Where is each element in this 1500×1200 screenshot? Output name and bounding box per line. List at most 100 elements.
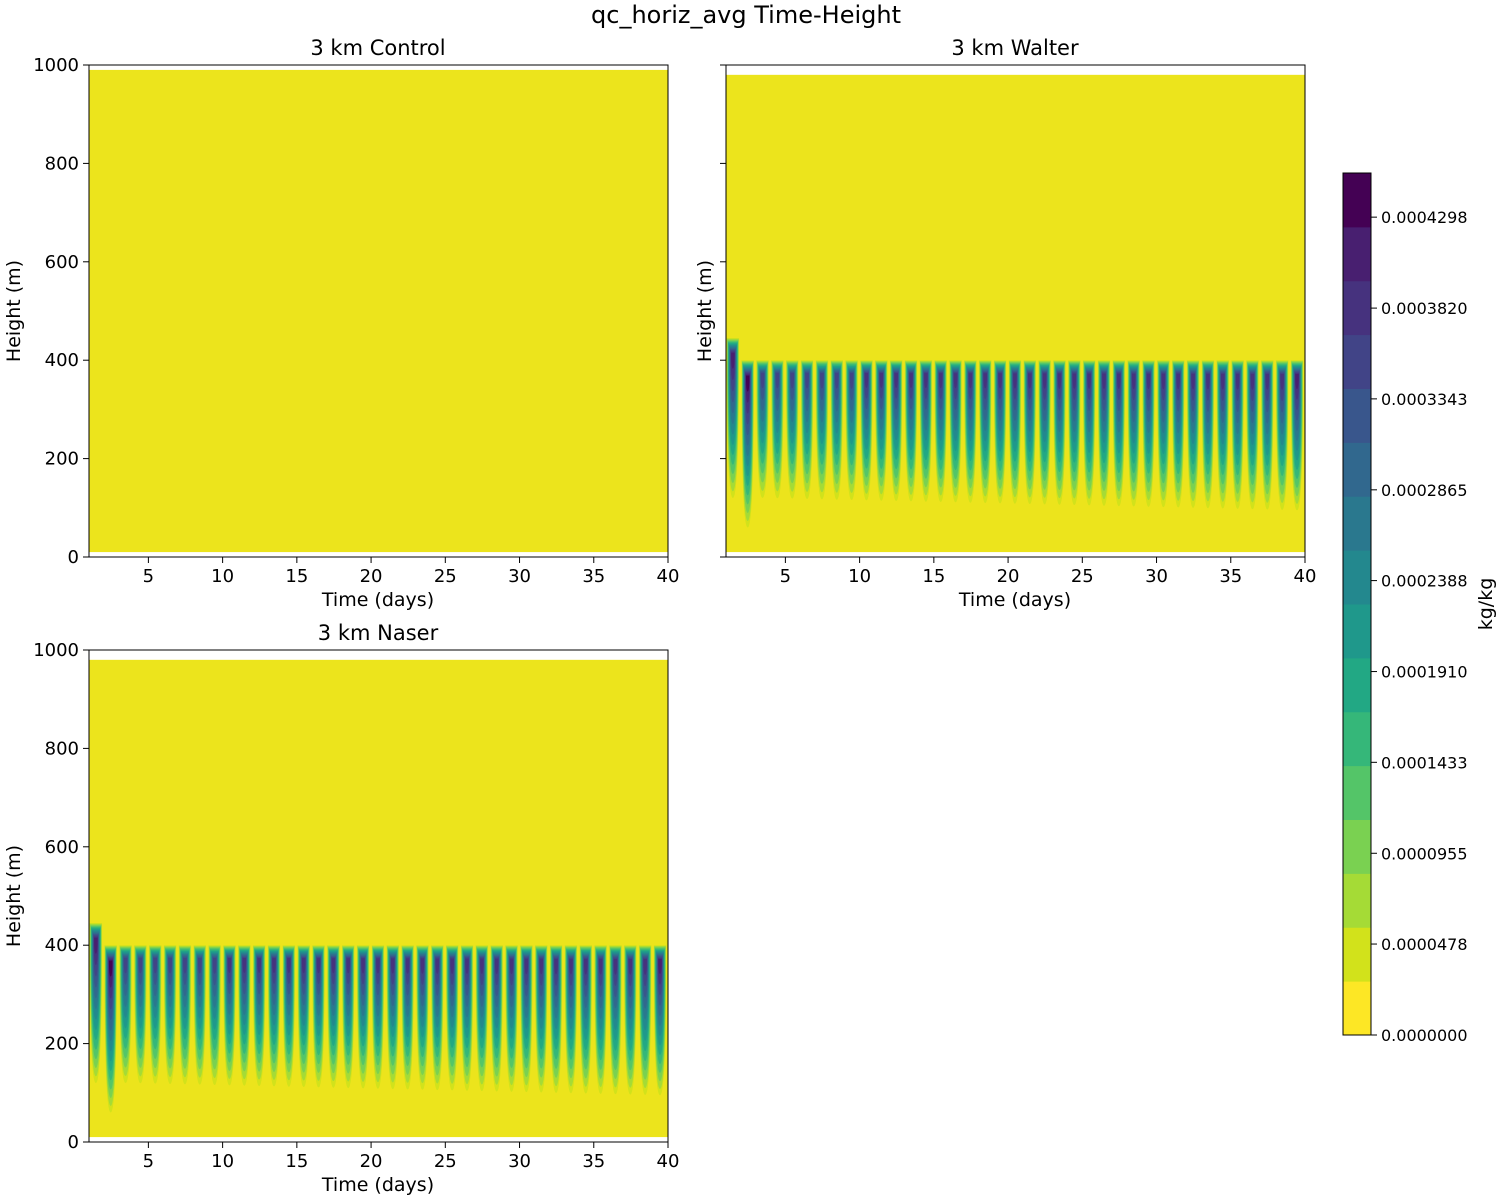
colorbar-level-3 — [1343, 819, 1371, 874]
cloud-contour-level-6 — [77, 906, 86, 1014]
cloud-lobe-day-22 — [386, 945, 400, 1090]
cloud-contour-level-13 — [1087, 373, 1091, 389]
panel-naser-title: 3 km Naser — [318, 621, 439, 645]
cloud-lobe-day-8 — [815, 360, 829, 500]
cloud-contour-level-12 — [212, 957, 217, 974]
colorbar-levels — [1343, 173, 1371, 1036]
cloud-contour-level-13 — [435, 958, 440, 974]
cloud-contour-level-13 — [998, 373, 1002, 389]
cloud-lobe-day-9 — [193, 945, 207, 1085]
colorbar-tick-label: 0.0000000 — [1381, 1026, 1468, 1045]
cloud-contour-level-13 — [287, 958, 291, 974]
panel-naser: 3 km Naser 5 10 15 20 25 30 35 4002004006008001… — [3, 621, 679, 1196]
cloud-lobe-day-4 — [119, 945, 132, 1083]
cloud-lobe-day-14 — [904, 360, 918, 502]
cloud-contour-level-13 — [450, 958, 454, 974]
walter-axes-frame — [725, 64, 1306, 558]
cloud-contour-level-13 — [331, 958, 336, 974]
cloud-contour-level-13 — [257, 958, 261, 973]
cloud-contour-level-13 — [1042, 373, 1047, 389]
cloud-lobe-day-35 — [1216, 360, 1230, 509]
cloud-lobe-day-27 — [460, 945, 474, 1091]
control-xtick-label: 40 — [657, 566, 680, 587]
cloud-lobe-day-4 — [756, 360, 769, 498]
naser-ytick-label: 600 — [45, 837, 79, 858]
figure-title: qc_horiz_avg Time-Height — [591, 1, 901, 29]
cloud-contour-level-13 — [879, 373, 884, 388]
cloud-contour-level-13 — [227, 958, 232, 973]
cloud-lobe-day-7 — [800, 360, 814, 499]
walter-cloud-layer — [716, 329, 1304, 528]
colorbar-level-2 — [1343, 873, 1371, 928]
cloud-lobe-day-12 — [875, 360, 888, 501]
cloud-lobe-day-22 — [1023, 360, 1037, 505]
cloud-contour-level-13 — [301, 958, 306, 974]
cloud-lobe-day-23 — [401, 945, 414, 1090]
cloud-contour-level-13 — [494, 958, 499, 975]
panel-control-xlabel: Time (days) — [321, 589, 434, 611]
cloud-contour-level-12 — [760, 372, 765, 389]
panel-walter-plot-area: 5 10 15 20 25 30 35 40 — [716, 64, 1316, 587]
cloud-lobe-day-26 — [1082, 360, 1096, 506]
cloud-lobe-day-7 — [163, 945, 177, 1084]
control-axes-frame — [88, 64, 669, 558]
cloud-lobe-day-40 — [1290, 360, 1304, 511]
cloud-lobe-day-36 — [1231, 360, 1244, 509]
cloud-contour-level-13 — [716, 329, 720, 357]
cloud-contour-level-12 — [805, 372, 809, 389]
cloud-lobe-day-11 — [223, 945, 236, 1086]
cloud-contour-level-13 — [465, 958, 469, 974]
cloud-contour-level-13 — [1191, 373, 1195, 390]
control-ytick-label: 1000 — [33, 55, 79, 76]
cloud-lobe-day-5 — [134, 945, 147, 1084]
colorbar-tick-label: 0.0003343 — [1381, 390, 1468, 409]
colorbar-level-8 — [1343, 550, 1371, 605]
colorbar-level-14 — [1343, 226, 1371, 282]
panel-control: 3 km Control 5 10 15 20 25 30 35 40020040060080… — [3, 36, 679, 611]
colorbar-tick-label: 0.0001910 — [1381, 663, 1468, 682]
colorbar-tick-label: 0.0004298 — [1381, 208, 1468, 227]
cloud-lobe-day-25 — [1068, 360, 1081, 506]
cloud-contour-level-13 — [509, 958, 514, 975]
cloud-contour-level-15 — [745, 375, 750, 392]
cloud-contour-level-12 — [834, 372, 839, 389]
cloud-lobe-day-33 — [549, 945, 563, 1093]
cloud-contour-level-13 — [405, 958, 410, 974]
control-ytick-label: 200 — [45, 449, 79, 470]
cloud-contour-level-12 — [183, 957, 187, 974]
cloud-contour-level-13 — [924, 373, 928, 389]
naser-xtick-label: 30 — [508, 1151, 531, 1172]
cloud-lobe-day-39 — [1275, 360, 1289, 510]
cloud-contour-level-13 — [376, 958, 380, 974]
cloud-contour-level-13 — [1117, 373, 1121, 390]
colorbar-level-4 — [1343, 765, 1371, 820]
cloud-lobe-day-40 — [653, 945, 667, 1096]
cloud-contour-level-13 — [1013, 373, 1017, 389]
naser-ytick-label: 0 — [68, 1132, 79, 1153]
cloud-contour-level-13 — [584, 958, 588, 975]
cloud-contour-level-13 — [539, 958, 543, 975]
cloud-contour-level-13 — [1206, 373, 1210, 390]
cloud-lobe-day-23 — [1038, 360, 1051, 505]
cloud-contour-level-13 — [1221, 373, 1225, 390]
cloud-lobe-day-16 — [934, 360, 947, 503]
cloud-contour-level-12 — [820, 372, 824, 389]
control-xtick-label: 15 — [285, 566, 308, 587]
cloud-lobe-day-15 — [282, 945, 296, 1087]
cloud-contour-level-13 — [420, 958, 425, 974]
walter-xtick-label: 15 — [922, 566, 945, 587]
cloud-lobe-day-17 — [312, 945, 325, 1088]
cloud-lobe-day-21 — [1008, 360, 1022, 504]
cloud-contour-level-13 — [1131, 373, 1136, 390]
colorbar-level-15 — [1343, 173, 1371, 228]
cloud-lobe-day-29 — [490, 945, 503, 1092]
colorbar-frame — [1342, 172, 1372, 1036]
cloud-contour-level-14 — [94, 937, 98, 954]
cloud-contour-level-14 — [731, 352, 735, 369]
cloud-contour-level-13 — [643, 958, 647, 975]
cloud-contour-level-13 — [1250, 373, 1255, 390]
cloud-lobe-day-6 — [785, 360, 799, 499]
cloud-contour-level-13 — [909, 373, 913, 389]
